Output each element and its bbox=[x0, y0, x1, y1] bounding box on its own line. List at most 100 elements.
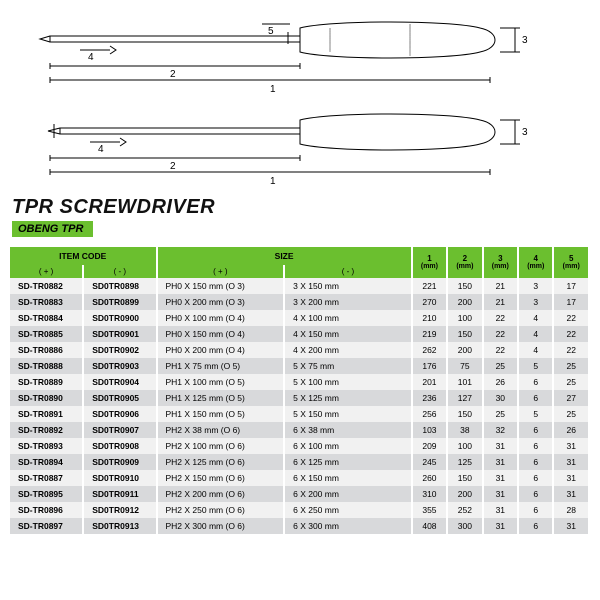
table-cell: 260 bbox=[412, 470, 447, 486]
header-size: SIZE bbox=[157, 247, 412, 265]
table-row: SD-TR0886SD0TR0902PH0 X 200 mm (O 4)4 X … bbox=[10, 342, 589, 358]
table-cell: 31 bbox=[553, 438, 589, 454]
table-cell: 3 X 200 mm bbox=[284, 294, 412, 310]
table-cell: 5 X 125 mm bbox=[284, 390, 412, 406]
table-cell: SD0TR0900 bbox=[83, 310, 156, 326]
table-cell: 6 bbox=[518, 390, 553, 406]
table-cell: 355 bbox=[412, 502, 447, 518]
table-header: ITEM CODE SIZE 1(mm) 2(mm) 3(mm) 4(mm) 5… bbox=[10, 247, 589, 278]
svg-text:1: 1 bbox=[270, 176, 276, 187]
table-cell: SD0TR0903 bbox=[83, 358, 156, 374]
table-cell: 6 X 125 mm bbox=[284, 454, 412, 470]
table-cell: PH0 X 200 mm (O 4) bbox=[157, 342, 285, 358]
table-row: SD-TR0888SD0TR0903PH1 X 75 mm (O 5)5 X 7… bbox=[10, 358, 589, 374]
table-cell: 31 bbox=[483, 518, 518, 534]
spec-table: ITEM CODE SIZE 1(mm) 2(mm) 3(mm) 4(mm) 5… bbox=[10, 247, 590, 534]
table-cell: PH2 X 250 mm (O 6) bbox=[157, 502, 285, 518]
table-row: SD-TR0893SD0TR0908PH2 X 100 mm (O 6)6 X … bbox=[10, 438, 589, 454]
table-cell: 150 bbox=[447, 326, 482, 342]
table-cell: 209 bbox=[412, 438, 447, 454]
svg-text:2: 2 bbox=[170, 69, 176, 80]
table-cell: 6 X 300 mm bbox=[284, 518, 412, 534]
table-cell: 27 bbox=[553, 390, 589, 406]
table-cell: 210 bbox=[412, 310, 447, 326]
table-cell: 31 bbox=[553, 518, 589, 534]
table-cell: 22 bbox=[553, 326, 589, 342]
table-body: SD-TR0882SD0TR0898PH0 X 150 mm (O 3)3 X … bbox=[10, 278, 589, 534]
table-cell: 262 bbox=[412, 342, 447, 358]
table-cell: 310 bbox=[412, 486, 447, 502]
table-cell: 6 bbox=[518, 502, 553, 518]
table-cell: PH1 X 150 mm (O 5) bbox=[157, 406, 285, 422]
table-cell: 17 bbox=[553, 278, 589, 294]
table-cell: 31 bbox=[483, 470, 518, 486]
table-cell: 200 bbox=[447, 294, 482, 310]
table-row: SD-TR0895SD0TR0911PH2 X 200 mm (O 6)6 X … bbox=[10, 486, 589, 502]
table-cell: PH0 X 200 mm (O 3) bbox=[157, 294, 285, 310]
table-cell: 4 X 100 mm bbox=[284, 310, 412, 326]
table-cell: 5 bbox=[518, 406, 553, 422]
header-dim-5: 5(mm) bbox=[553, 247, 589, 278]
table-cell: 176 bbox=[412, 358, 447, 374]
table-cell: SD-TR0882 bbox=[10, 278, 83, 294]
table-cell: 31 bbox=[553, 454, 589, 470]
table-cell: 25 bbox=[553, 374, 589, 390]
table-cell: 221 bbox=[412, 278, 447, 294]
table-cell: 31 bbox=[553, 470, 589, 486]
table-cell: SD0TR0904 bbox=[83, 374, 156, 390]
table-cell: SD-TR0891 bbox=[10, 406, 83, 422]
table-row: SD-TR0889SD0TR0904PH1 X 100 mm (O 5)5 X … bbox=[10, 374, 589, 390]
table-cell: 31 bbox=[483, 486, 518, 502]
table-cell: 25 bbox=[553, 358, 589, 374]
table-row: SD-TR0896SD0TR0912PH2 X 250 mm (O 6)6 X … bbox=[10, 502, 589, 518]
product-title: TPR SCREWDRIVER bbox=[12, 196, 588, 219]
table-cell: 26 bbox=[483, 374, 518, 390]
table-cell: 25 bbox=[553, 406, 589, 422]
table-cell: 101 bbox=[447, 374, 482, 390]
table-cell: 3 bbox=[518, 294, 553, 310]
table-cell: 200 bbox=[447, 486, 482, 502]
table-cell: 22 bbox=[553, 342, 589, 358]
table-cell: 6 bbox=[518, 454, 553, 470]
table-cell: 219 bbox=[412, 326, 447, 342]
table-cell: 127 bbox=[447, 390, 482, 406]
table-cell: PH2 X 38 mm (O 6) bbox=[157, 422, 285, 438]
title-block: TPR SCREWDRIVER OBENG TPR bbox=[0, 196, 600, 237]
table-cell: 26 bbox=[553, 422, 589, 438]
table-cell: 201 bbox=[412, 374, 447, 390]
table-cell: 4 bbox=[518, 310, 553, 326]
svg-text:1: 1 bbox=[270, 84, 276, 95]
svg-text:5: 5 bbox=[268, 26, 274, 37]
table-cell: 6 bbox=[518, 438, 553, 454]
table-cell: SD-TR0896 bbox=[10, 502, 83, 518]
table-cell: 75 bbox=[447, 358, 482, 374]
table-cell: SD-TR0888 bbox=[10, 358, 83, 374]
table-cell: SD-TR0895 bbox=[10, 486, 83, 502]
table-cell: 256 bbox=[412, 406, 447, 422]
table-cell: 150 bbox=[447, 278, 482, 294]
table-cell: PH0 X 100 mm (O 4) bbox=[157, 310, 285, 326]
table-cell: SD-TR0894 bbox=[10, 454, 83, 470]
table-cell: 21 bbox=[483, 294, 518, 310]
table-cell: 38 bbox=[447, 422, 482, 438]
header-dim-4: 4(mm) bbox=[518, 247, 553, 278]
table-cell: SD0TR0911 bbox=[83, 486, 156, 502]
table-cell: SD0TR0907 bbox=[83, 422, 156, 438]
table-cell: 30 bbox=[483, 390, 518, 406]
table-cell: SD0TR0901 bbox=[83, 326, 156, 342]
table-row: SD-TR0894SD0TR0909PH2 X 125 mm (O 6)6 X … bbox=[10, 454, 589, 470]
table-cell: PH2 X 125 mm (O 6) bbox=[157, 454, 285, 470]
table-cell: 125 bbox=[447, 454, 482, 470]
table-cell: SD0TR0898 bbox=[83, 278, 156, 294]
table-cell: SD0TR0908 bbox=[83, 438, 156, 454]
table-cell: 3 X 150 mm bbox=[284, 278, 412, 294]
table-cell: SD0TR0905 bbox=[83, 390, 156, 406]
table-cell: 6 X 38 mm bbox=[284, 422, 412, 438]
table-cell: 31 bbox=[483, 502, 518, 518]
subheader-code-plus: ( + ) bbox=[10, 265, 83, 278]
table-cell: 25 bbox=[483, 406, 518, 422]
table-cell: SD0TR0910 bbox=[83, 470, 156, 486]
table-cell: 100 bbox=[447, 310, 482, 326]
table-cell: 6 bbox=[518, 374, 553, 390]
table-cell: 270 bbox=[412, 294, 447, 310]
